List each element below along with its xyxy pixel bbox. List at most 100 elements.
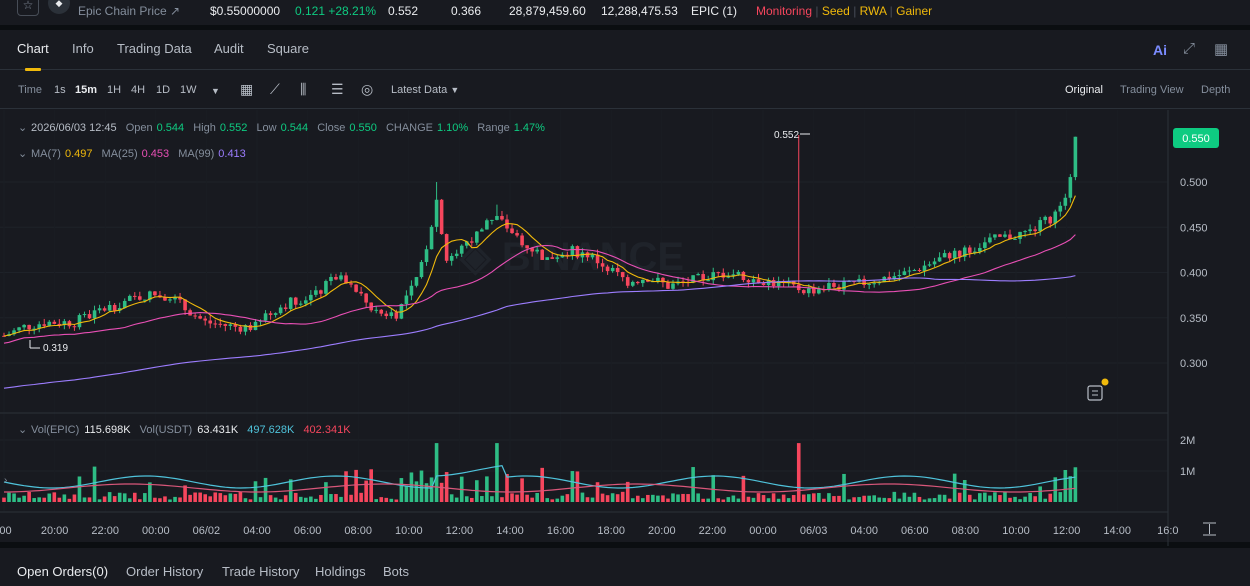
- volume-bar: [414, 481, 419, 502]
- alert-icon[interactable]: [1087, 378, 1109, 401]
- tab-holdings[interactable]: Holdings: [315, 564, 366, 579]
- candle-body: [359, 291, 363, 294]
- candle-body: [27, 324, 31, 330]
- tag-seed[interactable]: Seed: [821, 4, 850, 18]
- indicator-icon[interactable]: ⟋: [270, 81, 280, 97]
- volume-bar: [67, 498, 72, 502]
- candle-body: [228, 324, 233, 326]
- volume-bar: [77, 476, 82, 502]
- latest-data-dropdown[interactable]: Latest Data ▼: [391, 84, 460, 96]
- interval-4h[interactable]: 4H: [131, 84, 146, 96]
- volume-bar: [525, 494, 529, 502]
- time-tick-label: 16:00: [547, 525, 575, 537]
- volume-bar: [178, 497, 182, 502]
- settings-list-icon[interactable]: ☰: [331, 81, 344, 97]
- candle-body: [550, 257, 555, 259]
- volume-bar: [434, 443, 439, 502]
- candle-body: [439, 199, 444, 235]
- time-tick-label: 06/03: [800, 525, 828, 537]
- view-trading-view[interactable]: Trading View: [1120, 84, 1184, 96]
- scroll-to-latest-icon[interactable]: [1203, 522, 1216, 536]
- interval-1d[interactable]: 1D: [156, 84, 171, 96]
- interval-time[interactable]: Time: [18, 84, 43, 96]
- tab-order-history[interactable]: Order History: [126, 564, 204, 579]
- svg-text:0.552: 0.552: [774, 130, 799, 141]
- volume-bar: [223, 495, 228, 502]
- interval-15m[interactable]: 15m: [75, 84, 98, 96]
- volume-tick-label: 2M: [1180, 435, 1195, 447]
- candlestick-chart[interactable]: ◈ BINANCE 0.5000.4500.4000.3500.3002M1M …: [0, 110, 1250, 546]
- time-tick-label: 22:00: [91, 525, 119, 537]
- volume-bar: [967, 494, 972, 502]
- interval-1w[interactable]: 1W: [180, 84, 197, 96]
- candle-body: [761, 283, 766, 286]
- candle-body: [696, 274, 700, 276]
- scroll-left-chevron-icon[interactable]: ›: [4, 475, 7, 486]
- candle-body: [57, 323, 62, 326]
- layout-grid-icon[interactable]: ▦: [1214, 41, 1229, 58]
- tab-info[interactable]: Info: [72, 41, 94, 56]
- tag-rwa[interactable]: RWA: [859, 4, 887, 18]
- candle-body: [620, 272, 625, 278]
- volume-bar: [52, 492, 57, 502]
- volume-bar: [942, 494, 947, 502]
- candle-type-icon[interactable]: ⫼: [300, 81, 307, 97]
- tab-bots[interactable]: Bots: [383, 564, 410, 579]
- tab-audit[interactable]: Audit: [214, 41, 244, 56]
- volume-bar: [12, 493, 16, 502]
- token-name[interactable]: Epic Chain Price ↗: [78, 4, 181, 18]
- candle-body: [932, 261, 937, 265]
- volume-bar: [213, 492, 218, 502]
- volume-bar: [515, 494, 519, 502]
- tab-trade-history[interactable]: Trade History: [222, 564, 300, 579]
- volume-bar: [248, 499, 253, 502]
- ticker-low: 0.366: [451, 4, 482, 18]
- time-tick-label: 22:00: [699, 525, 727, 537]
- candle-body: [404, 295, 409, 305]
- view-original[interactable]: Original: [1065, 84, 1103, 96]
- target-icon[interactable]: ◎: [361, 81, 374, 97]
- candle-body: [213, 323, 218, 325]
- candle-body: [394, 312, 399, 319]
- candle-body: [208, 320, 213, 324]
- candle-body: [570, 246, 575, 255]
- interval-more-chevron-down-icon[interactable]: ▼: [211, 86, 220, 96]
- tab-open-orders[interactable]: Open Orders(0): [17, 564, 109, 579]
- volume-bar: [1028, 492, 1032, 502]
- interval-1s[interactable]: 1s: [54, 84, 66, 96]
- tag-gainer[interactable]: Gainer: [896, 4, 933, 18]
- volume-bar: [600, 493, 605, 502]
- expand-icon[interactable]: ⤢: [1183, 40, 1196, 57]
- ticker-vol-base: 28,879,459.60: [509, 4, 586, 18]
- tag-monitoring[interactable]: Monitoring: [756, 4, 813, 18]
- volume-bar: [278, 499, 283, 502]
- candle-body: [746, 280, 751, 283]
- candle-body: [1073, 136, 1078, 178]
- volume-bar: [132, 492, 137, 502]
- volume-bar: [7, 492, 11, 502]
- volume-bar: [837, 495, 841, 502]
- calendar-icon[interactable]: ▦: [240, 81, 254, 97]
- volume-bar: [208, 496, 213, 502]
- volume-bar: [22, 495, 26, 502]
- volume-bar: [696, 493, 700, 502]
- tab-square[interactable]: Square: [267, 41, 309, 56]
- candle-body: [288, 297, 293, 309]
- tab-trading-data[interactable]: Trading Data: [117, 41, 192, 56]
- candle-body: [872, 283, 876, 285]
- ai-icon[interactable]: Ai: [1153, 42, 1167, 58]
- star-icon[interactable]: ☆: [17, 0, 39, 16]
- tab-chart[interactable]: Chart: [17, 41, 49, 56]
- time-tick-label: 12:00: [446, 525, 474, 537]
- volume-bar: [193, 492, 197, 502]
- candle-body: [776, 280, 781, 287]
- candle-body: [545, 257, 550, 260]
- candle-body: [922, 265, 927, 271]
- time-tick-label: 20:00: [41, 525, 69, 537]
- volume-bar: [540, 467, 545, 502]
- candle-body: [515, 233, 519, 236]
- interval-1h[interactable]: 1H: [107, 84, 122, 96]
- volume-bar: [153, 497, 157, 502]
- view-depth[interactable]: Depth: [1201, 84, 1231, 96]
- low-marker: 0.319: [29, 340, 68, 354]
